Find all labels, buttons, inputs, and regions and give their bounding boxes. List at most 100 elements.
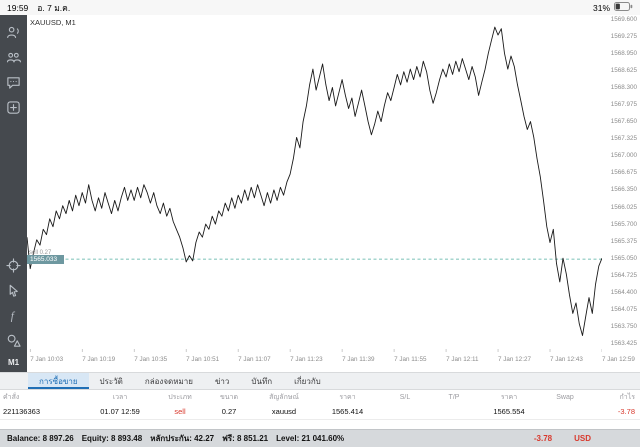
header-profit: กำไร [619, 393, 635, 401]
y-axis-label: 1563.750 [610, 323, 637, 331]
header-type: ประเภท [168, 393, 192, 401]
table-header-row: คำสั่ง เวลา ประเภท ขนาด สัญลักษณ์ ราคา S… [0, 390, 640, 404]
y-axis-label: 1568.625 [610, 66, 637, 74]
indicators-button[interactable]: f [4, 306, 23, 325]
tab-trade[interactable]: การซื้อขาย [28, 373, 89, 389]
y-axis-label: 1567.325 [610, 135, 637, 143]
timeframe-button[interactable]: M1 [7, 358, 20, 367]
current-price-tag: 1565.033 [27, 254, 64, 264]
y-axis-label: 1565.700 [610, 220, 637, 228]
summary-balance: Balance: 8 897.26 [7, 434, 74, 443]
header-open-price: ราคา [339, 393, 356, 401]
cell-current-price: 1565.554 [493, 407, 525, 416]
cell-profit: -3.78 [617, 407, 635, 416]
status-bar: 19:59 อ. 7 ม.ค. 31% [0, 0, 640, 15]
crosshair-icon [6, 258, 21, 273]
tab-about[interactable]: เกี่ยวกับ [294, 376, 321, 386]
status-date: อ. 7 ม.ค. [37, 2, 71, 13]
tab-journal[interactable]: บันทึก [251, 376, 273, 386]
cell-time: 01.07 12:59 [100, 407, 140, 416]
battery-percent: 31% [592, 2, 610, 13]
y-axis-label: 1564.400 [610, 288, 637, 296]
y-axis-label: 1567.650 [610, 118, 637, 126]
chart-canvas[interactable] [27, 15, 602, 352]
summary-currency: USD [574, 434, 591, 443]
summary-profit: -3.78 [533, 434, 553, 443]
objects-button[interactable] [4, 331, 23, 350]
cursor-button[interactable] [4, 281, 23, 300]
tab-history[interactable]: ประวัติ [99, 376, 123, 386]
summary-margin: หลักประกัน: 42.27 [150, 434, 215, 443]
chat-button[interactable] [4, 73, 23, 92]
x-axis-label: 7 Jan 11:55 [394, 356, 427, 363]
x-axis-label: 7 Jan 11:23 [290, 356, 323, 363]
account-summary-bar: Balance: 8 897.26 Equity: 8 893.48 หลักป… [0, 429, 640, 447]
tab-news[interactable]: ข่าว [214, 376, 230, 386]
y-axis-label: 1566.025 [610, 203, 637, 211]
svg-text:f: f [11, 310, 16, 322]
x-axis-label: 7 Jan 11:39 [342, 356, 375, 363]
y-axis-label: 1569.600 [610, 15, 637, 23]
header-current-price: ราคา [500, 393, 518, 401]
sidebar-toolbar: f M1 [0, 15, 27, 372]
header-size: ขนาด [219, 393, 239, 401]
x-axis-label: 7 Jan 11:07 [238, 356, 271, 363]
y-axis-label: 1567.975 [610, 101, 637, 109]
y-axis-label: 1566.675 [610, 169, 637, 177]
position-line-label: sell 0.27 [29, 250, 52, 257]
plus-square-icon [7, 101, 20, 114]
y-axis-label: 1565.375 [610, 237, 637, 245]
contacts-button[interactable] [4, 48, 23, 67]
status-time: 19:59 [7, 2, 29, 13]
y-axis-label: 1564.075 [610, 305, 637, 313]
new-order-button[interactable] [4, 98, 23, 117]
cell-open-price: 1565.414 [331, 407, 364, 416]
x-axis-label: 7 Jan 12:59 [602, 356, 635, 363]
y-axis-label: 1568.300 [610, 83, 637, 91]
x-axis-label: 7 Jan 10:19 [82, 356, 116, 363]
chart-area: XAUUSD, M1 1569.600 1569.275 1568.950 1568.… [27, 15, 640, 372]
price-series-line [27, 26, 602, 336]
price-axis: 1569.600 1569.275 1568.950 1568.625 1568.300… [602, 15, 640, 352]
time-axis: 7 Jan 10:03 7 Jan 10:19 7 Jan 10:35 7 Jan 1… [27, 354, 640, 370]
summary-equity: Equity: 8 893.48 [81, 434, 143, 443]
y-axis-label: 1568.950 [610, 49, 637, 57]
x-axis-label: 7 Jan 12:11 [446, 356, 479, 363]
cursor-arrow-icon [9, 284, 18, 297]
header-tp: T/P [448, 393, 460, 401]
tab-mailbox[interactable]: กล่องจดหมาย [144, 376, 193, 386]
person-sound-icon [7, 26, 19, 39]
header-swap: Swap [556, 393, 574, 401]
battery-icon [614, 2, 633, 13]
header-time: เวลา [112, 393, 128, 401]
chart-symbol-label: XAUUSD, M1 [30, 18, 76, 27]
y-axis-label: 1567.000 [610, 152, 637, 160]
y-axis-label: 1563.425 [610, 340, 637, 348]
header-symbol: สัญลักษณ์ [269, 393, 299, 401]
cell-size: 0.27 [221, 407, 237, 416]
positions-table: คำสั่ง เวลา ประเภท ขนาด สัญลักษณ์ ราคา S… [0, 390, 640, 420]
x-axis-label: 7 Jan 10:03 [30, 356, 64, 363]
y-axis-label: 1565.050 [610, 254, 637, 262]
cell-symbol: xauusd [271, 407, 297, 416]
chat-bubble-icon [7, 77, 20, 89]
position-row[interactable]: 221136363 01.07 12:59 sell 0.27 xauusd 1… [0, 404, 640, 420]
function-f-icon: f [11, 310, 16, 322]
header-order: คำสั่ง [3, 393, 20, 401]
people-icon [6, 52, 21, 63]
y-axis-label: 1569.275 [610, 32, 637, 40]
quotes-button[interactable] [4, 23, 23, 42]
x-axis-label: 7 Jan 10:35 [134, 356, 168, 363]
cell-type: sell [174, 407, 186, 416]
summary-free: ฟรี: 8 851.21 [222, 434, 269, 443]
shapes-icon [7, 334, 21, 347]
bottom-tab-bar: การซื้อขาย ประวัติ กล่องจดหมาย ข่าว บันท… [0, 372, 640, 390]
y-axis-label: 1564.725 [610, 271, 637, 279]
cell-order: 221136363 [3, 407, 40, 416]
y-axis-label: 1566.350 [610, 186, 637, 194]
summary-level: Level: 21 041.60% [276, 434, 345, 443]
header-sl: S/L [399, 393, 411, 401]
crosshair-button[interactable] [4, 256, 23, 275]
x-axis-label: 7 Jan 12:27 [498, 356, 531, 363]
